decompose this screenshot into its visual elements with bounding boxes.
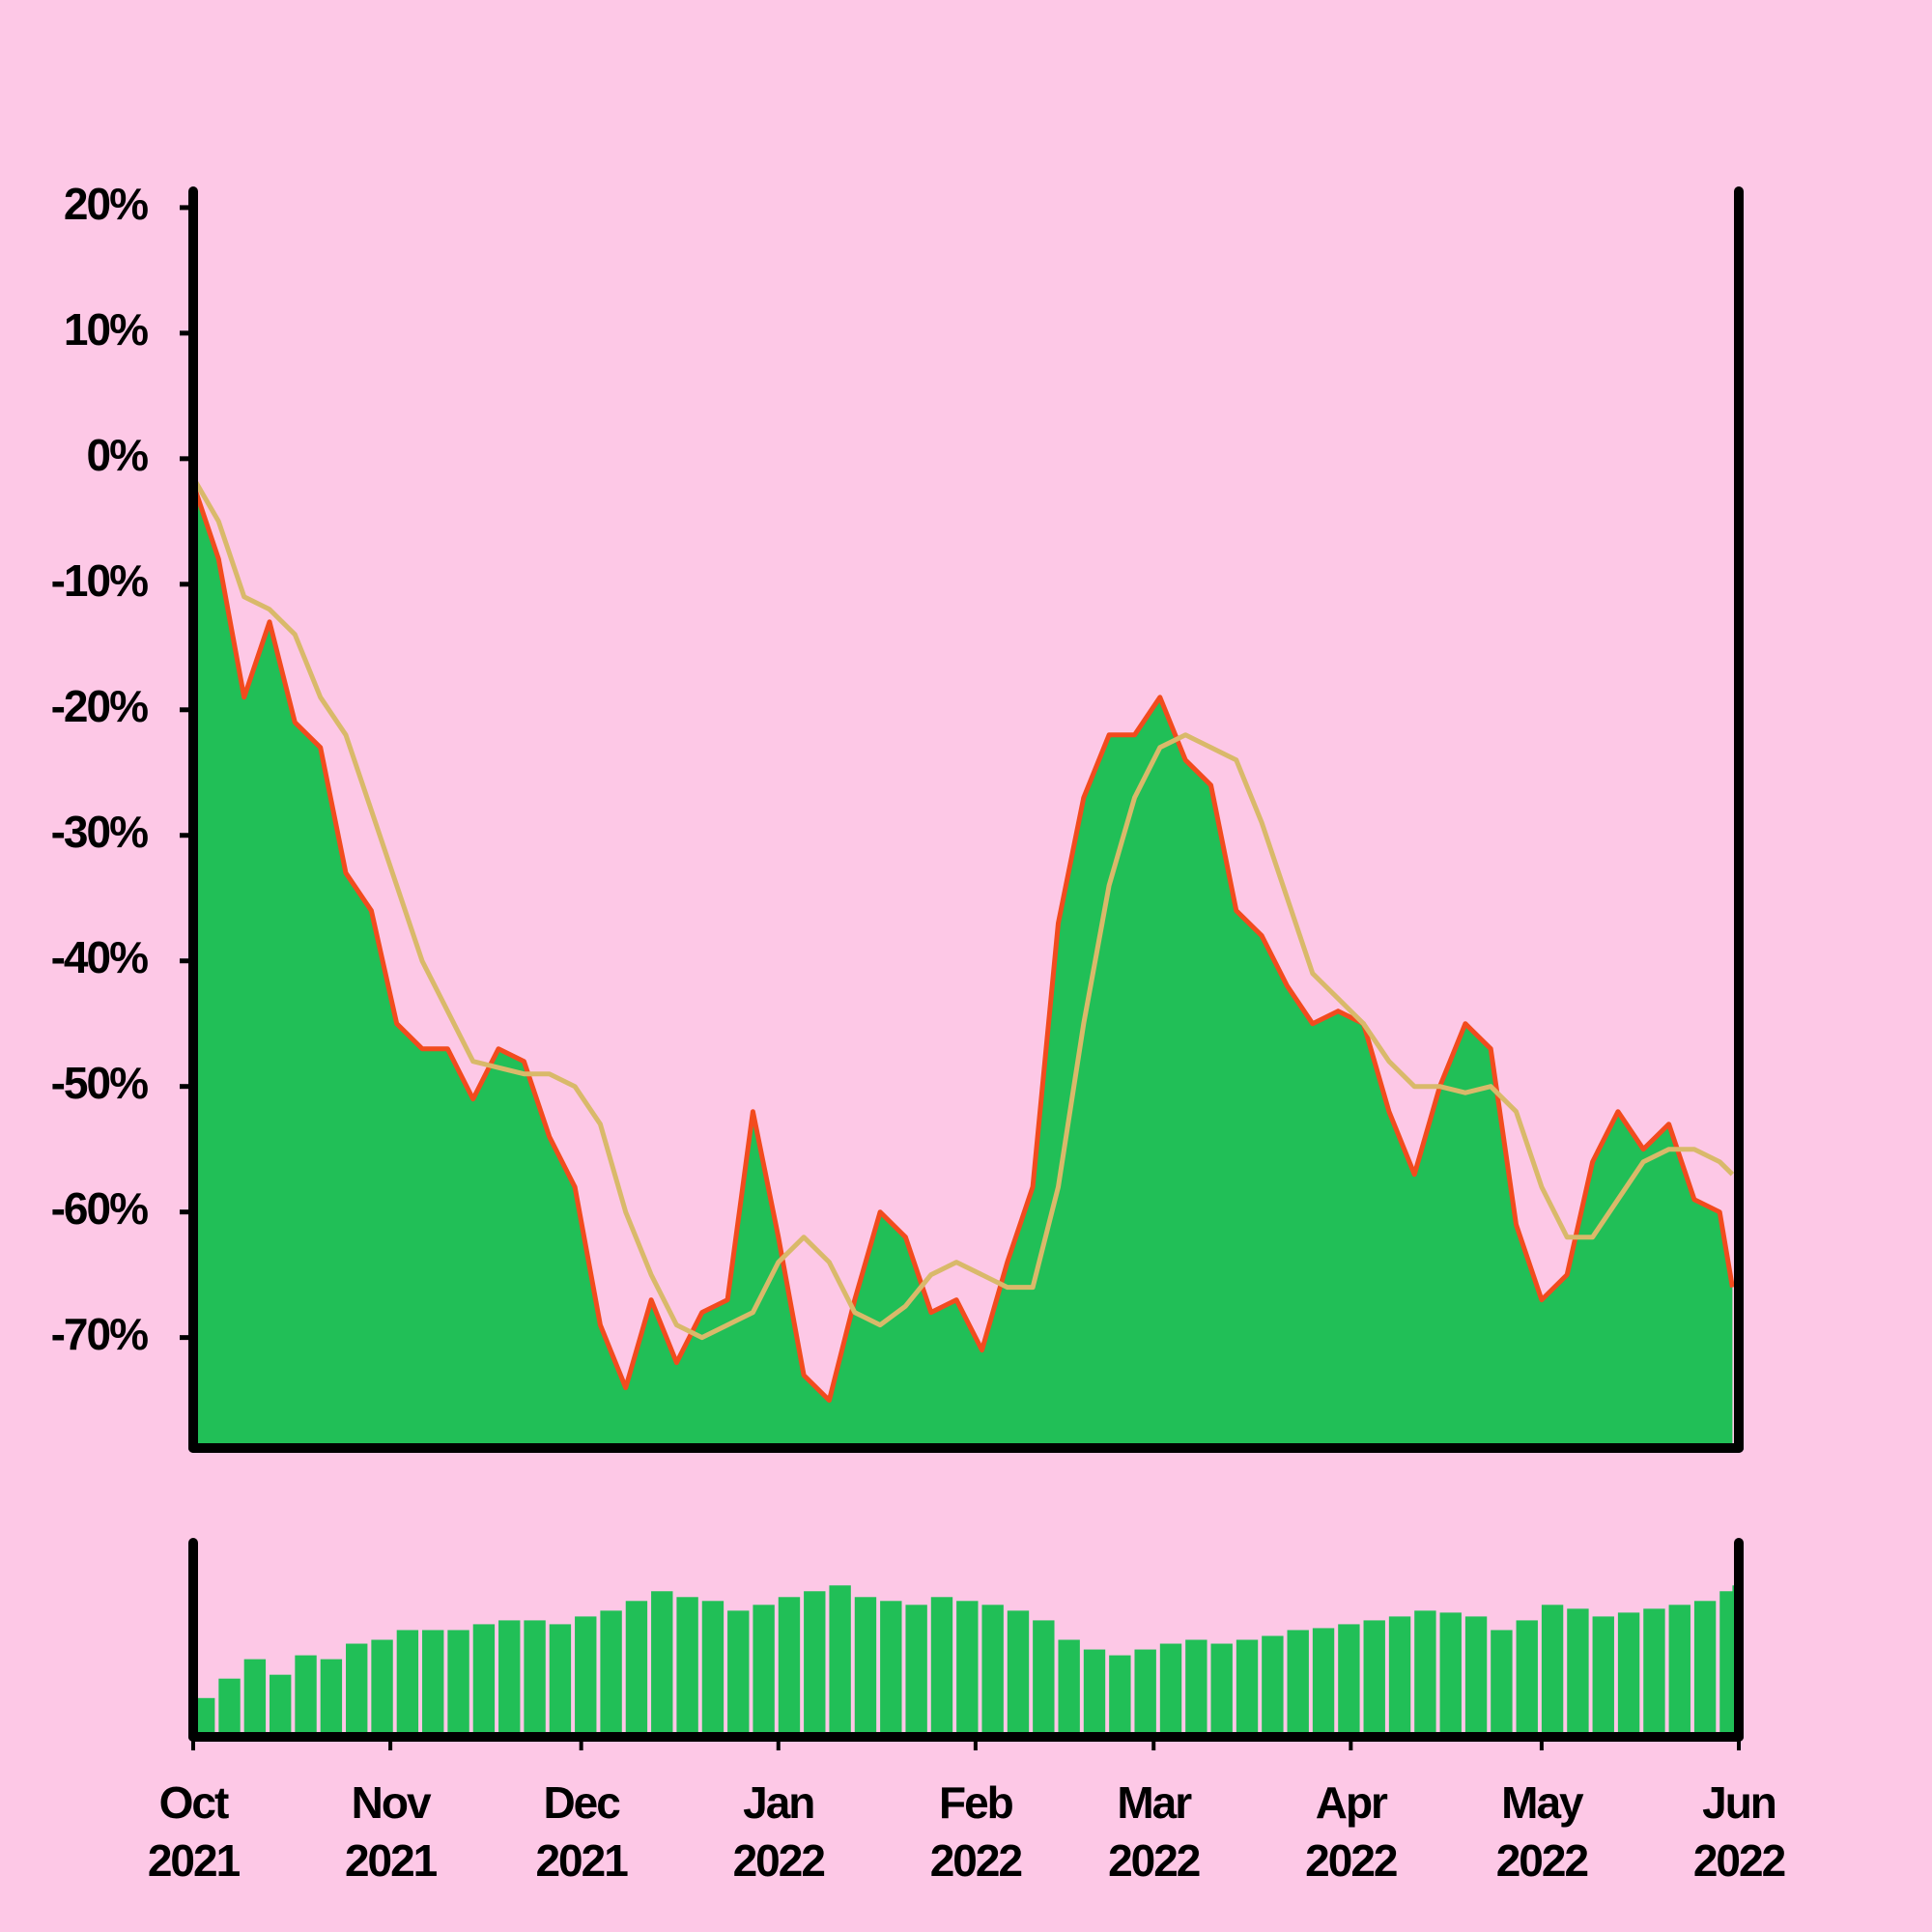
volume-bar: [1236, 1639, 1259, 1737]
volume-bar: [1262, 1635, 1284, 1737]
volume-bar: [422, 1630, 444, 1737]
x-tick-label: Oct 2021: [147, 1777, 241, 1886]
x-tick-label: Dec 2021: [535, 1777, 628, 1886]
plot-area: [193, 476, 1735, 1448]
moving-average-line: [193, 476, 1735, 1341]
volume-bar: [1033, 1620, 1055, 1737]
x-tick-label: Feb 2022: [929, 1777, 1023, 1886]
volume-bar: [930, 1597, 953, 1737]
volume-bar: [447, 1630, 469, 1737]
volume-bar: [1693, 1601, 1717, 1737]
x-tick-label: May 2022: [1495, 1777, 1589, 1886]
volume-bar: [270, 1674, 292, 1737]
volume-bar: [295, 1655, 317, 1737]
volume-bar: [396, 1630, 419, 1737]
volume-bar: [472, 1624, 496, 1737]
y-tick-label: -60%: [51, 1183, 148, 1234]
volume-bar: [854, 1597, 877, 1737]
volume-bar: [1338, 1624, 1360, 1737]
y-tick-label: 20%: [64, 179, 148, 229]
volume-bar: [981, 1605, 1004, 1737]
volume-bar: [193, 1697, 215, 1737]
volume-bar: [575, 1616, 597, 1737]
volume-bar: [1083, 1649, 1106, 1737]
volume-bar: [498, 1620, 521, 1737]
x-tick-label: Jan 2022: [732, 1777, 826, 1886]
volume-bar: [778, 1597, 801, 1737]
volume-bar: [701, 1601, 724, 1737]
x-tick-label: Apr 2022: [1305, 1777, 1398, 1886]
volume-bar: [218, 1678, 241, 1737]
volume-bar: [1464, 1616, 1488, 1737]
volume-bar: [346, 1643, 368, 1737]
volume-bar: [1007, 1610, 1030, 1737]
volume-bar: [676, 1597, 698, 1737]
y-tick-label: 0%: [87, 430, 149, 480]
volume-bar: [1541, 1605, 1564, 1737]
volume-bar: [905, 1605, 927, 1737]
volume-bar: [1312, 1628, 1335, 1737]
volume-bar: [1617, 1612, 1640, 1737]
volume-bar: [1363, 1620, 1385, 1737]
volume-bar: [1491, 1630, 1513, 1737]
volume-bar: [1185, 1639, 1208, 1737]
volume-bar: [1287, 1630, 1309, 1737]
volume-bar: [243, 1659, 267, 1737]
volume-bar: [1388, 1616, 1411, 1737]
volume-bar: [753, 1605, 775, 1737]
y-tick-label: -40%: [51, 932, 148, 982]
y-tick-label: -50%: [51, 1058, 148, 1108]
volume-bar: [625, 1601, 648, 1737]
volume-bar: [1439, 1612, 1462, 1737]
y-tick-label: -30%: [51, 807, 148, 857]
volume-bar: [1643, 1608, 1665, 1737]
volume-bar: [1058, 1639, 1080, 1737]
y-tick-label: 10%: [64, 304, 148, 355]
volume-bar: [880, 1601, 902, 1737]
volume-bar: [524, 1620, 546, 1737]
volume-bar: [1668, 1605, 1690, 1737]
volume-bar: [727, 1610, 750, 1737]
volume-bar: [651, 1591, 673, 1737]
x-tick-label: Nov 2021: [344, 1777, 438, 1886]
volume-bar: [371, 1639, 393, 1737]
area-outline: [193, 483, 1735, 1404]
x-tick-label: Jun 2022: [1692, 1777, 1786, 1886]
volume-bar: [1414, 1610, 1436, 1737]
volume-bar: [1567, 1608, 1589, 1737]
volume-bar: [956, 1601, 979, 1737]
volume-bar: [804, 1591, 826, 1737]
volume-bar: [829, 1585, 851, 1737]
volume-bar: [600, 1610, 622, 1737]
volume-bar: [1109, 1655, 1131, 1737]
volume-bar: [1210, 1643, 1233, 1737]
y-tick-label: -10%: [51, 555, 148, 606]
volume-bar: [320, 1659, 343, 1737]
volume-bar: [1592, 1616, 1614, 1737]
volume-bar: [549, 1624, 572, 1737]
volume-bar: [1516, 1620, 1538, 1737]
y-tick-label: -20%: [51, 681, 148, 731]
volume-bar: [1134, 1649, 1156, 1737]
volume-bar: [1159, 1643, 1182, 1737]
x-tick-label: Mar 2022: [1108, 1777, 1201, 1886]
y-tick-label: -70%: [51, 1309, 148, 1359]
